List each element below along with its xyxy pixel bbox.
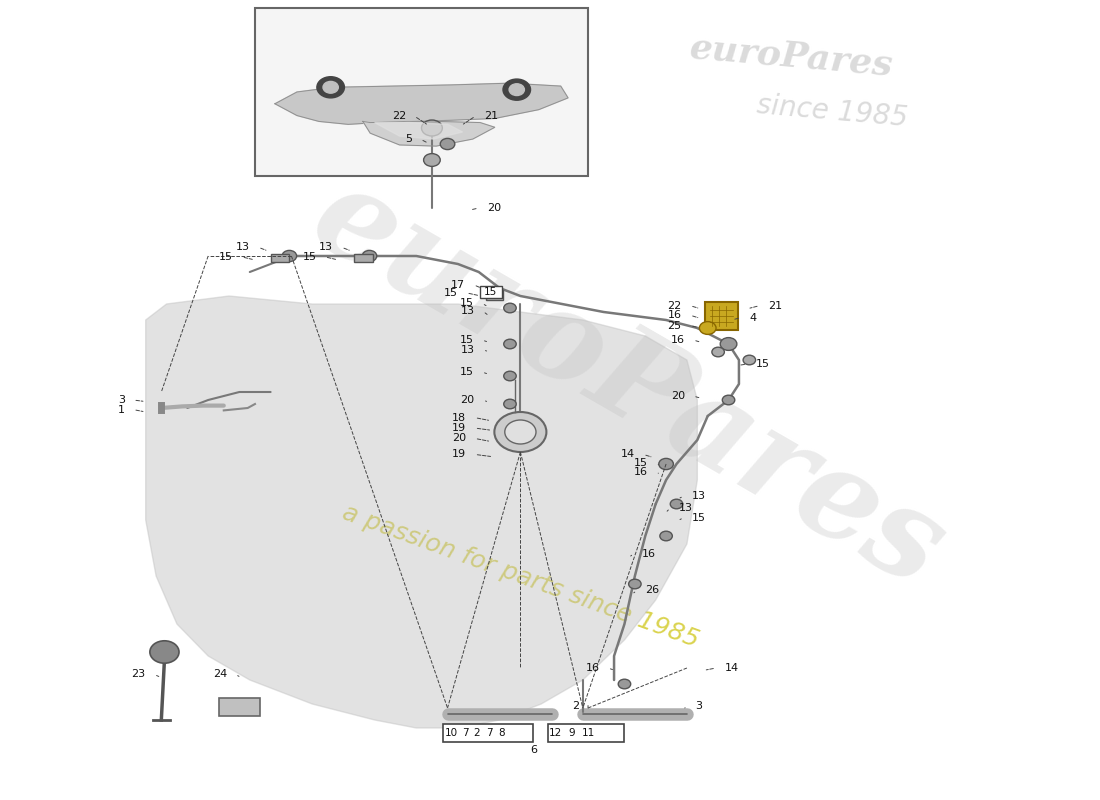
Text: 15: 15 <box>484 286 497 297</box>
Text: 14: 14 <box>725 663 738 673</box>
Text: 19: 19 <box>452 423 466 433</box>
Text: 15: 15 <box>460 298 474 308</box>
Text: 12: 12 <box>549 728 562 738</box>
Text: 13: 13 <box>235 242 250 252</box>
Circle shape <box>670 499 683 509</box>
Text: 3: 3 <box>118 395 125 405</box>
Circle shape <box>720 338 737 350</box>
Bar <box>271 254 289 262</box>
Circle shape <box>504 371 516 381</box>
Circle shape <box>421 120 442 136</box>
Text: 21: 21 <box>484 111 498 121</box>
Circle shape <box>628 579 641 589</box>
Text: 13: 13 <box>679 503 693 513</box>
Text: 15: 15 <box>302 252 317 262</box>
Text: a passion for parts since 1985: a passion for parts since 1985 <box>339 500 702 652</box>
Text: 13: 13 <box>692 491 706 501</box>
Text: 22: 22 <box>668 301 682 310</box>
Text: 16: 16 <box>585 663 600 673</box>
Circle shape <box>150 641 179 663</box>
Text: 16: 16 <box>642 549 657 558</box>
Bar <box>255 8 589 176</box>
Text: 15: 15 <box>219 252 233 262</box>
Circle shape <box>660 531 672 541</box>
Text: 2: 2 <box>573 701 580 710</box>
Circle shape <box>494 412 547 452</box>
Text: 15: 15 <box>756 359 770 369</box>
Circle shape <box>503 79 530 100</box>
Text: 16: 16 <box>634 467 648 477</box>
Text: 13: 13 <box>461 345 474 354</box>
Text: 15: 15 <box>444 288 458 298</box>
FancyBboxPatch shape <box>705 302 738 330</box>
Text: 4: 4 <box>749 313 757 322</box>
Bar <box>219 698 261 716</box>
Bar <box>486 290 503 300</box>
Text: 15: 15 <box>460 367 474 377</box>
Text: 1: 1 <box>118 405 125 414</box>
Text: 23: 23 <box>132 670 145 679</box>
Text: 26: 26 <box>646 586 659 595</box>
Text: 15: 15 <box>692 513 706 522</box>
Text: 20: 20 <box>671 391 685 401</box>
Text: 2: 2 <box>473 728 480 738</box>
Text: 17: 17 <box>451 280 465 290</box>
Circle shape <box>659 458 673 470</box>
Circle shape <box>504 339 516 349</box>
Text: 13: 13 <box>461 306 474 316</box>
Text: 15: 15 <box>460 335 474 345</box>
Circle shape <box>505 420 536 444</box>
Text: 16: 16 <box>668 310 682 320</box>
Circle shape <box>282 250 297 262</box>
Text: euroPares: euroPares <box>688 30 894 82</box>
Text: 20: 20 <box>452 434 466 443</box>
Circle shape <box>712 347 725 357</box>
Text: 21: 21 <box>768 301 782 310</box>
Text: 7: 7 <box>462 728 469 738</box>
Text: 7: 7 <box>486 728 493 738</box>
Circle shape <box>362 250 377 262</box>
Polygon shape <box>363 122 495 146</box>
Text: 15: 15 <box>634 458 648 468</box>
Text: 3: 3 <box>695 701 702 710</box>
Circle shape <box>700 322 716 334</box>
Text: 6: 6 <box>530 745 538 754</box>
Circle shape <box>744 355 756 365</box>
Text: 18: 18 <box>452 413 466 422</box>
Circle shape <box>317 77 344 98</box>
Circle shape <box>440 138 454 150</box>
Circle shape <box>509 84 525 95</box>
Text: 10: 10 <box>446 728 459 738</box>
Text: 24: 24 <box>212 670 227 679</box>
Circle shape <box>504 399 516 409</box>
Circle shape <box>618 679 630 689</box>
Polygon shape <box>275 83 568 124</box>
Text: 11: 11 <box>582 728 595 738</box>
Text: 25: 25 <box>668 321 682 330</box>
Bar <box>549 724 625 742</box>
Polygon shape <box>375 122 462 139</box>
Circle shape <box>424 154 440 166</box>
Text: 20: 20 <box>461 395 474 405</box>
Bar <box>480 286 502 298</box>
Text: 20: 20 <box>487 203 502 213</box>
Text: 14: 14 <box>620 450 635 459</box>
Text: 8: 8 <box>498 728 505 738</box>
Text: 22: 22 <box>392 111 406 121</box>
Circle shape <box>323 82 339 93</box>
Text: 16: 16 <box>671 335 685 345</box>
Text: 13: 13 <box>319 242 333 252</box>
Circle shape <box>723 395 735 405</box>
Polygon shape <box>145 296 697 728</box>
Text: 19: 19 <box>452 450 466 459</box>
Text: since 1985: since 1985 <box>756 91 910 133</box>
Text: euroPares: euroPares <box>292 154 965 614</box>
Text: 9: 9 <box>568 728 574 738</box>
Bar <box>443 724 532 742</box>
Text: 5: 5 <box>405 134 412 144</box>
Circle shape <box>504 303 516 313</box>
Bar <box>354 254 373 262</box>
